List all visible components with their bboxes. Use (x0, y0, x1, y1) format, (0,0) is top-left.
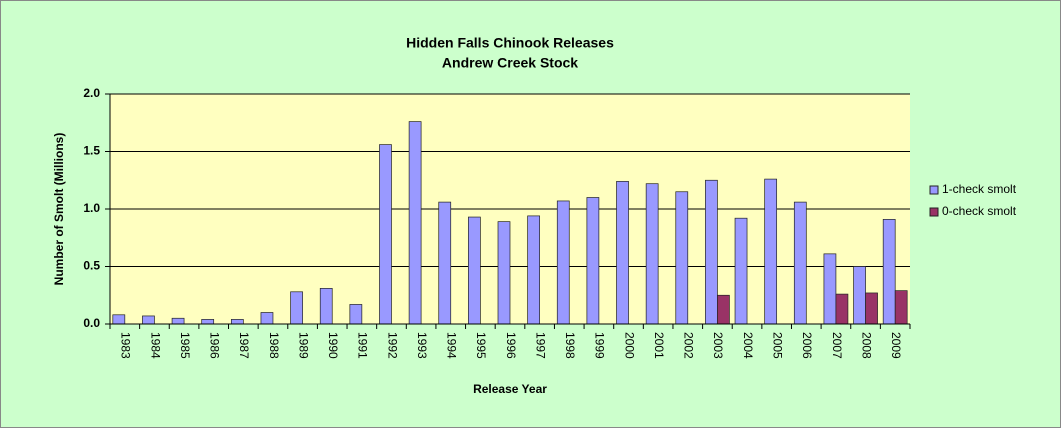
x-tick-label: 1995 (474, 332, 488, 359)
bar (349, 304, 363, 325)
bar (705, 179, 718, 325)
bar (319, 288, 333, 325)
bar (379, 144, 392, 325)
y-axis-title: Number of Smolt (Millions) (52, 133, 66, 286)
y-tick-label: 1.0 (83, 201, 100, 215)
bar (468, 216, 481, 325)
bar (497, 221, 511, 325)
chart-title: Hidden Falls Chinook Releases (406, 35, 614, 51)
bar (645, 183, 659, 325)
legend-box (924, 178, 1052, 228)
bar (556, 200, 570, 325)
x-tick-label: 1994 (445, 332, 459, 359)
x-tick-label: 1996 (504, 332, 518, 359)
x-tick-label: 1985 (178, 332, 192, 359)
x-tick-label: 1987 (237, 332, 251, 359)
bar (438, 201, 452, 325)
legend-swatch (929, 185, 939, 195)
bar (230, 319, 244, 325)
y-tick-label: 2.0 (83, 86, 100, 100)
x-tick-label: 2008 (859, 332, 873, 359)
y-tick-label: 0.5 (83, 259, 100, 273)
bar (527, 215, 540, 325)
legend-swatch (929, 207, 939, 217)
bar (616, 181, 629, 325)
bar (201, 319, 215, 325)
x-tick-label: 1997 (533, 332, 547, 359)
x-tick-label: 1984 (148, 332, 162, 359)
x-tick-label: 2003 (711, 332, 725, 359)
bar (853, 266, 866, 325)
x-tick-label: 2006 (800, 332, 814, 359)
x-tick-label: 2005 (770, 332, 784, 359)
bar (142, 315, 155, 325)
chart-subtitle: Andrew Creek Stock (442, 55, 578, 71)
bar (408, 121, 422, 325)
bar (865, 292, 878, 325)
bar (675, 191, 689, 325)
bar (717, 294, 730, 325)
y-tick-label: 1.5 (83, 144, 100, 158)
x-tick-label: 1986 (208, 332, 222, 359)
bar (734, 217, 748, 325)
x-tick-label: 2000 (622, 332, 636, 359)
bar (171, 317, 185, 325)
x-tick-label: 1983 (119, 332, 133, 359)
bar (586, 197, 600, 325)
bar (835, 293, 849, 325)
legend-label: 0-check smolt (942, 204, 1017, 218)
x-tick-label: 1991 (356, 332, 370, 359)
x-tick-label: 1989 (296, 332, 310, 359)
bar (260, 312, 274, 325)
x-tick-label: 2002 (682, 332, 696, 359)
x-tick-label: 1990 (326, 332, 340, 359)
bar (112, 314, 126, 325)
x-tick-label: 2009 (889, 332, 903, 359)
bar (823, 253, 837, 325)
bar (290, 291, 303, 325)
bar (764, 178, 778, 325)
y-tick-label: 0.0 (83, 316, 100, 330)
bar (894, 290, 908, 325)
x-tick-label: 1993 (415, 332, 429, 359)
bar (793, 201, 807, 325)
x-tick-label: 1988 (267, 332, 281, 359)
legend-label: 1-check smolt (942, 182, 1017, 196)
x-tick-label: 1999 (593, 332, 607, 359)
x-tick-label: 2004 (741, 332, 755, 359)
x-tick-label: 2001 (652, 332, 666, 359)
x-tick-label: 2007 (830, 332, 844, 359)
x-axis-title: Release Year (473, 382, 547, 396)
x-tick-label: 1992 (385, 332, 399, 359)
x-tick-label: 1998 (563, 332, 577, 359)
bar (882, 219, 896, 325)
